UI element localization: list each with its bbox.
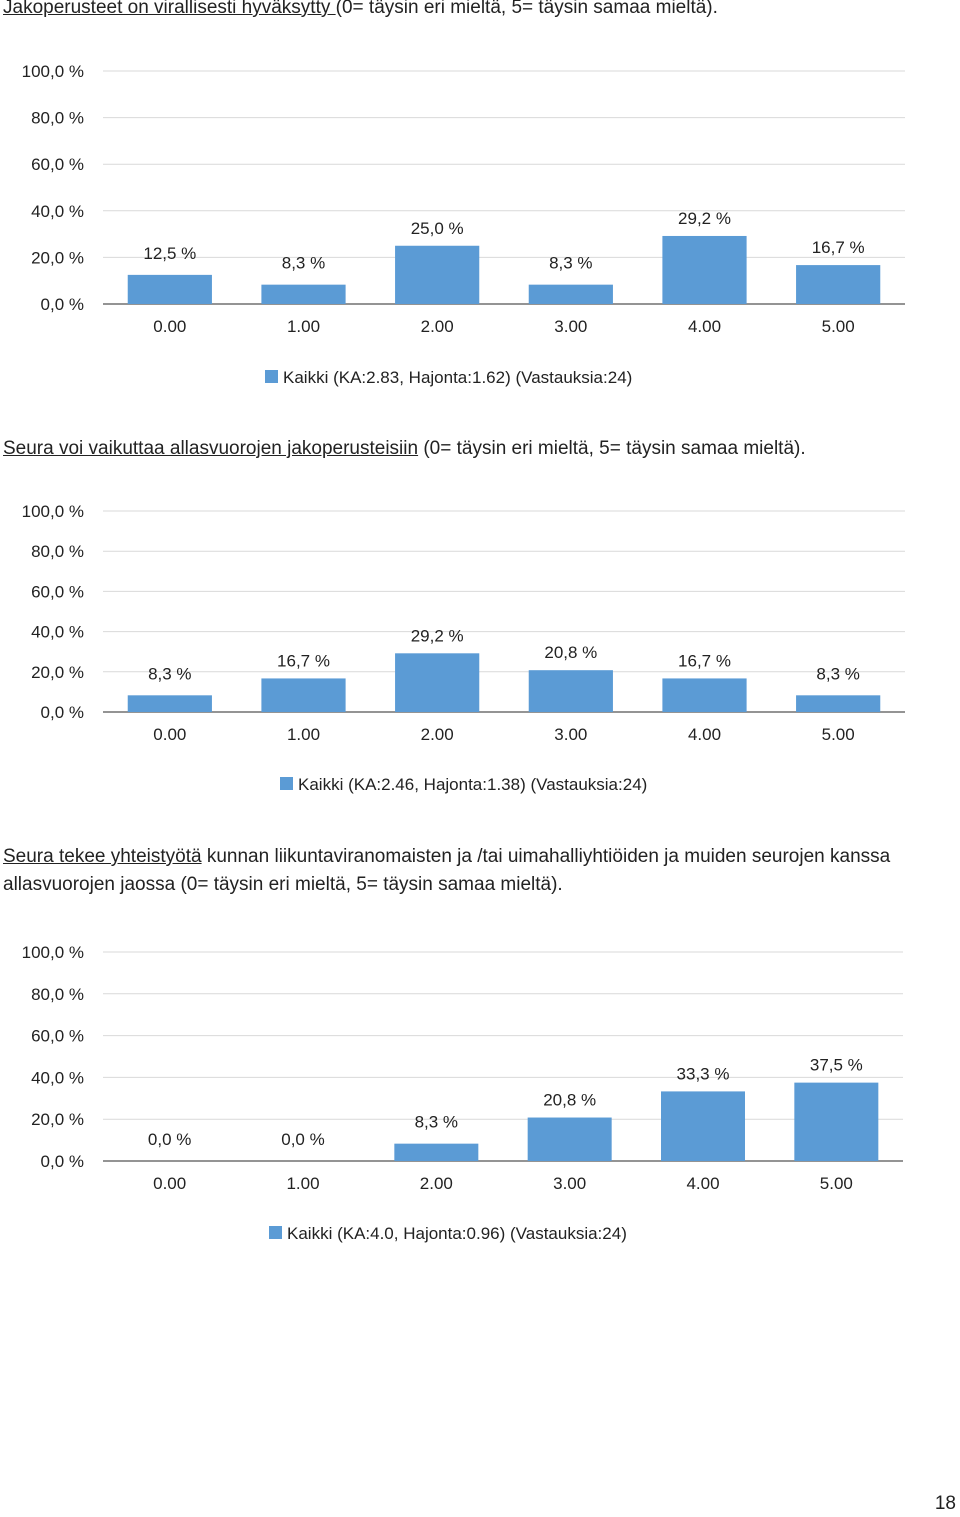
bar [796,695,881,712]
y-tick-label: 80,0 % [31,985,84,1004]
data-label: 16,7 % [678,651,731,670]
x-tick-label: 1.00 [287,725,320,744]
bar [127,274,212,304]
bar [661,1091,745,1161]
data-label: 33,3 % [677,1064,730,1083]
y-tick-label: 40,0 % [31,623,84,642]
x-tick-label: 4.00 [686,1174,719,1193]
y-tick-label: 0,0 % [41,1152,84,1171]
bar [394,1143,479,1161]
chart-2: 0,0 % 20,0 % 40,0 % 60,0 % 80,0 % 100,0 % 8,3 … [22,502,905,794]
x-tick-label: 3.00 [554,725,587,744]
data-label: 16,7 % [812,238,865,257]
y-tick-label: 40,0 % [31,1068,84,1087]
x-tick-label: 5.00 [822,317,855,336]
bar [662,235,747,304]
bar [261,284,346,304]
data-label: 29,2 % [678,209,731,228]
x-tick-label: 2.00 [421,317,454,336]
x-tick-label: 5.00 [820,1174,853,1193]
y-tick-label: 60,0 % [31,1027,84,1046]
chart-2-heading-rest: (0= täysin eri mieltä, 5= täysin samaa m… [418,438,806,459]
x-tick-label: 2.00 [421,725,454,744]
x-tick-label: 3.00 [553,1174,586,1193]
chart-3: 0,0 % 20,0 % 40,0 % 60,0 % 80,0 % 100,0 % 0,0 … [22,943,903,1243]
y-tick-label: 20,0 % [31,1110,84,1129]
x-tick-label: 4.00 [688,317,721,336]
data-label: 20,8 % [543,1091,596,1110]
bar [528,670,613,712]
y-tick-label: 0,0 % [41,295,84,314]
y-tick-label: 80,0 % [31,542,84,561]
legend-swatch [280,777,293,790]
x-tick-label: 0.00 [153,1174,186,1193]
x-tick-label: 1.00 [286,1174,319,1193]
chart-3-heading-underlined: Seura tekee yhteistyötä [3,846,202,867]
y-tick-label: 60,0 % [31,582,84,601]
bar [395,245,480,304]
x-tick-label: 4.00 [688,725,721,744]
bar [796,265,881,304]
data-label: 8,3 % [549,254,592,273]
x-tick-label: 1.00 [287,317,320,336]
data-label: 8,3 % [148,664,191,683]
legend-swatch [269,1226,282,1239]
data-label: 0,0 % [281,1130,324,1149]
bar [395,653,480,712]
y-tick-label: 60,0 % [31,155,84,174]
y-tick-label: 80,0 % [31,109,84,128]
x-tick-label: 0.00 [153,317,186,336]
x-tick-label: 5.00 [822,725,855,744]
data-label: 16,7 % [277,651,330,670]
chart-3-heading: Seura tekee yhteistyötä kunnan liikuntav… [3,843,953,899]
data-label: 37,5 % [810,1056,863,1075]
legend-label: Kaikki (KA:2.46, Hajonta:1.38) (Vastauks… [298,775,647,794]
chart-2-heading-underlined: Seura voi vaikuttaa allasvuorojen jakope… [3,438,419,459]
y-tick-label: 100,0 % [22,62,84,81]
bar [528,284,613,304]
bar [127,695,212,712]
chart-1-heading-underlined: Jakoperusteet on virallisesti hyväksytty [3,0,336,18]
data-label: 8,3 % [816,664,859,683]
legend-swatch [265,370,278,383]
bar [794,1082,879,1161]
data-label: 25,0 % [411,219,464,238]
chart-2-heading: Seura voi vaikuttaa allasvuorojen jakope… [3,435,806,463]
y-tick-label: 20,0 % [31,248,84,267]
y-tick-label: 0,0 % [41,703,84,722]
chart-1: 0,0 % 20,0 % 40,0 % 60,0 % 80,0 % 100,0 % 12,5… [22,62,905,387]
y-tick-label: 100,0 % [22,943,84,962]
bar [527,1117,612,1161]
x-tick-label: 0.00 [153,725,186,744]
chart-1-heading-rest: (0= täysin eri mieltä, 5= täysin samaa m… [335,0,718,18]
bar [261,678,346,712]
data-label: 0,0 % [148,1130,191,1149]
data-label: 20,8 % [544,643,597,662]
y-tick-label: 40,0 % [31,202,84,221]
bar [662,678,747,712]
y-tick-label: 20,0 % [31,663,84,682]
chart-3-heading-rest: kunnan liikuntaviranomaisten ja /tai uim… [3,846,891,895]
page-number: 18 [934,1493,956,1514]
x-tick-label: 3.00 [554,317,587,336]
data-label: 29,2 % [411,626,464,645]
legend-label: Kaikki (KA:2.83, Hajonta:1.62) (Vastauks… [283,368,632,387]
chart-1-heading: Jakoperusteet on virallisesti hyväksytty… [3,0,718,22]
x-tick-label: 2.00 [420,1174,453,1193]
data-label: 12,5 % [143,244,196,263]
y-tick-label: 100,0 % [22,502,84,521]
legend-label: Kaikki (KA:4.0, Hajonta:0.96) (Vastauksi… [287,1224,627,1243]
data-label: 8,3 % [282,254,325,273]
data-label: 8,3 % [415,1113,458,1132]
